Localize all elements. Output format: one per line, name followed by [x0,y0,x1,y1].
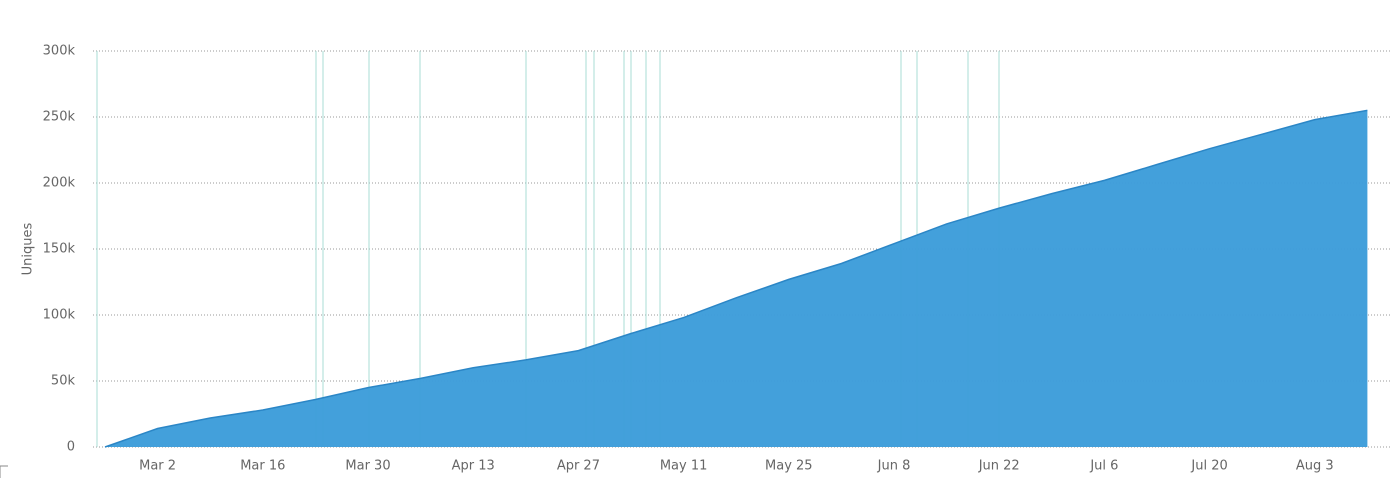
x-tick-label: Jul 6 [1089,459,1118,474]
x-tick-label: May 25 [765,459,813,474]
y-tick-label: 100k [43,308,76,323]
area [105,110,1368,448]
x-tick-label: Jun 22 [978,459,1020,474]
y-tick-label: 50k [51,374,76,389]
x-tick-label: Jun 8 [877,459,911,474]
x-tick-label: Mar 30 [345,459,390,474]
y-tick-label: 250k [43,110,76,125]
x-tick-label: Aug 3 [1296,459,1334,474]
x-tick-label: May 11 [660,459,708,474]
y-tick-label: 300k [43,44,76,59]
x-tick-label: Mar 2 [139,459,176,474]
x-tick-label: Mar 16 [240,459,285,474]
corner-mark [0,465,8,478]
y-tick-label: 200k [43,176,76,191]
x-tick-label: Apr 13 [452,459,495,474]
y-tick-label: 0 [67,440,75,455]
area-line [104,109,1368,448]
y-axis-label: Uniques [21,222,36,275]
x-tick-label: Jul 20 [1190,459,1227,474]
y-tick-label: 150k [43,242,76,257]
x-tick-label: Apr 27 [557,459,600,474]
